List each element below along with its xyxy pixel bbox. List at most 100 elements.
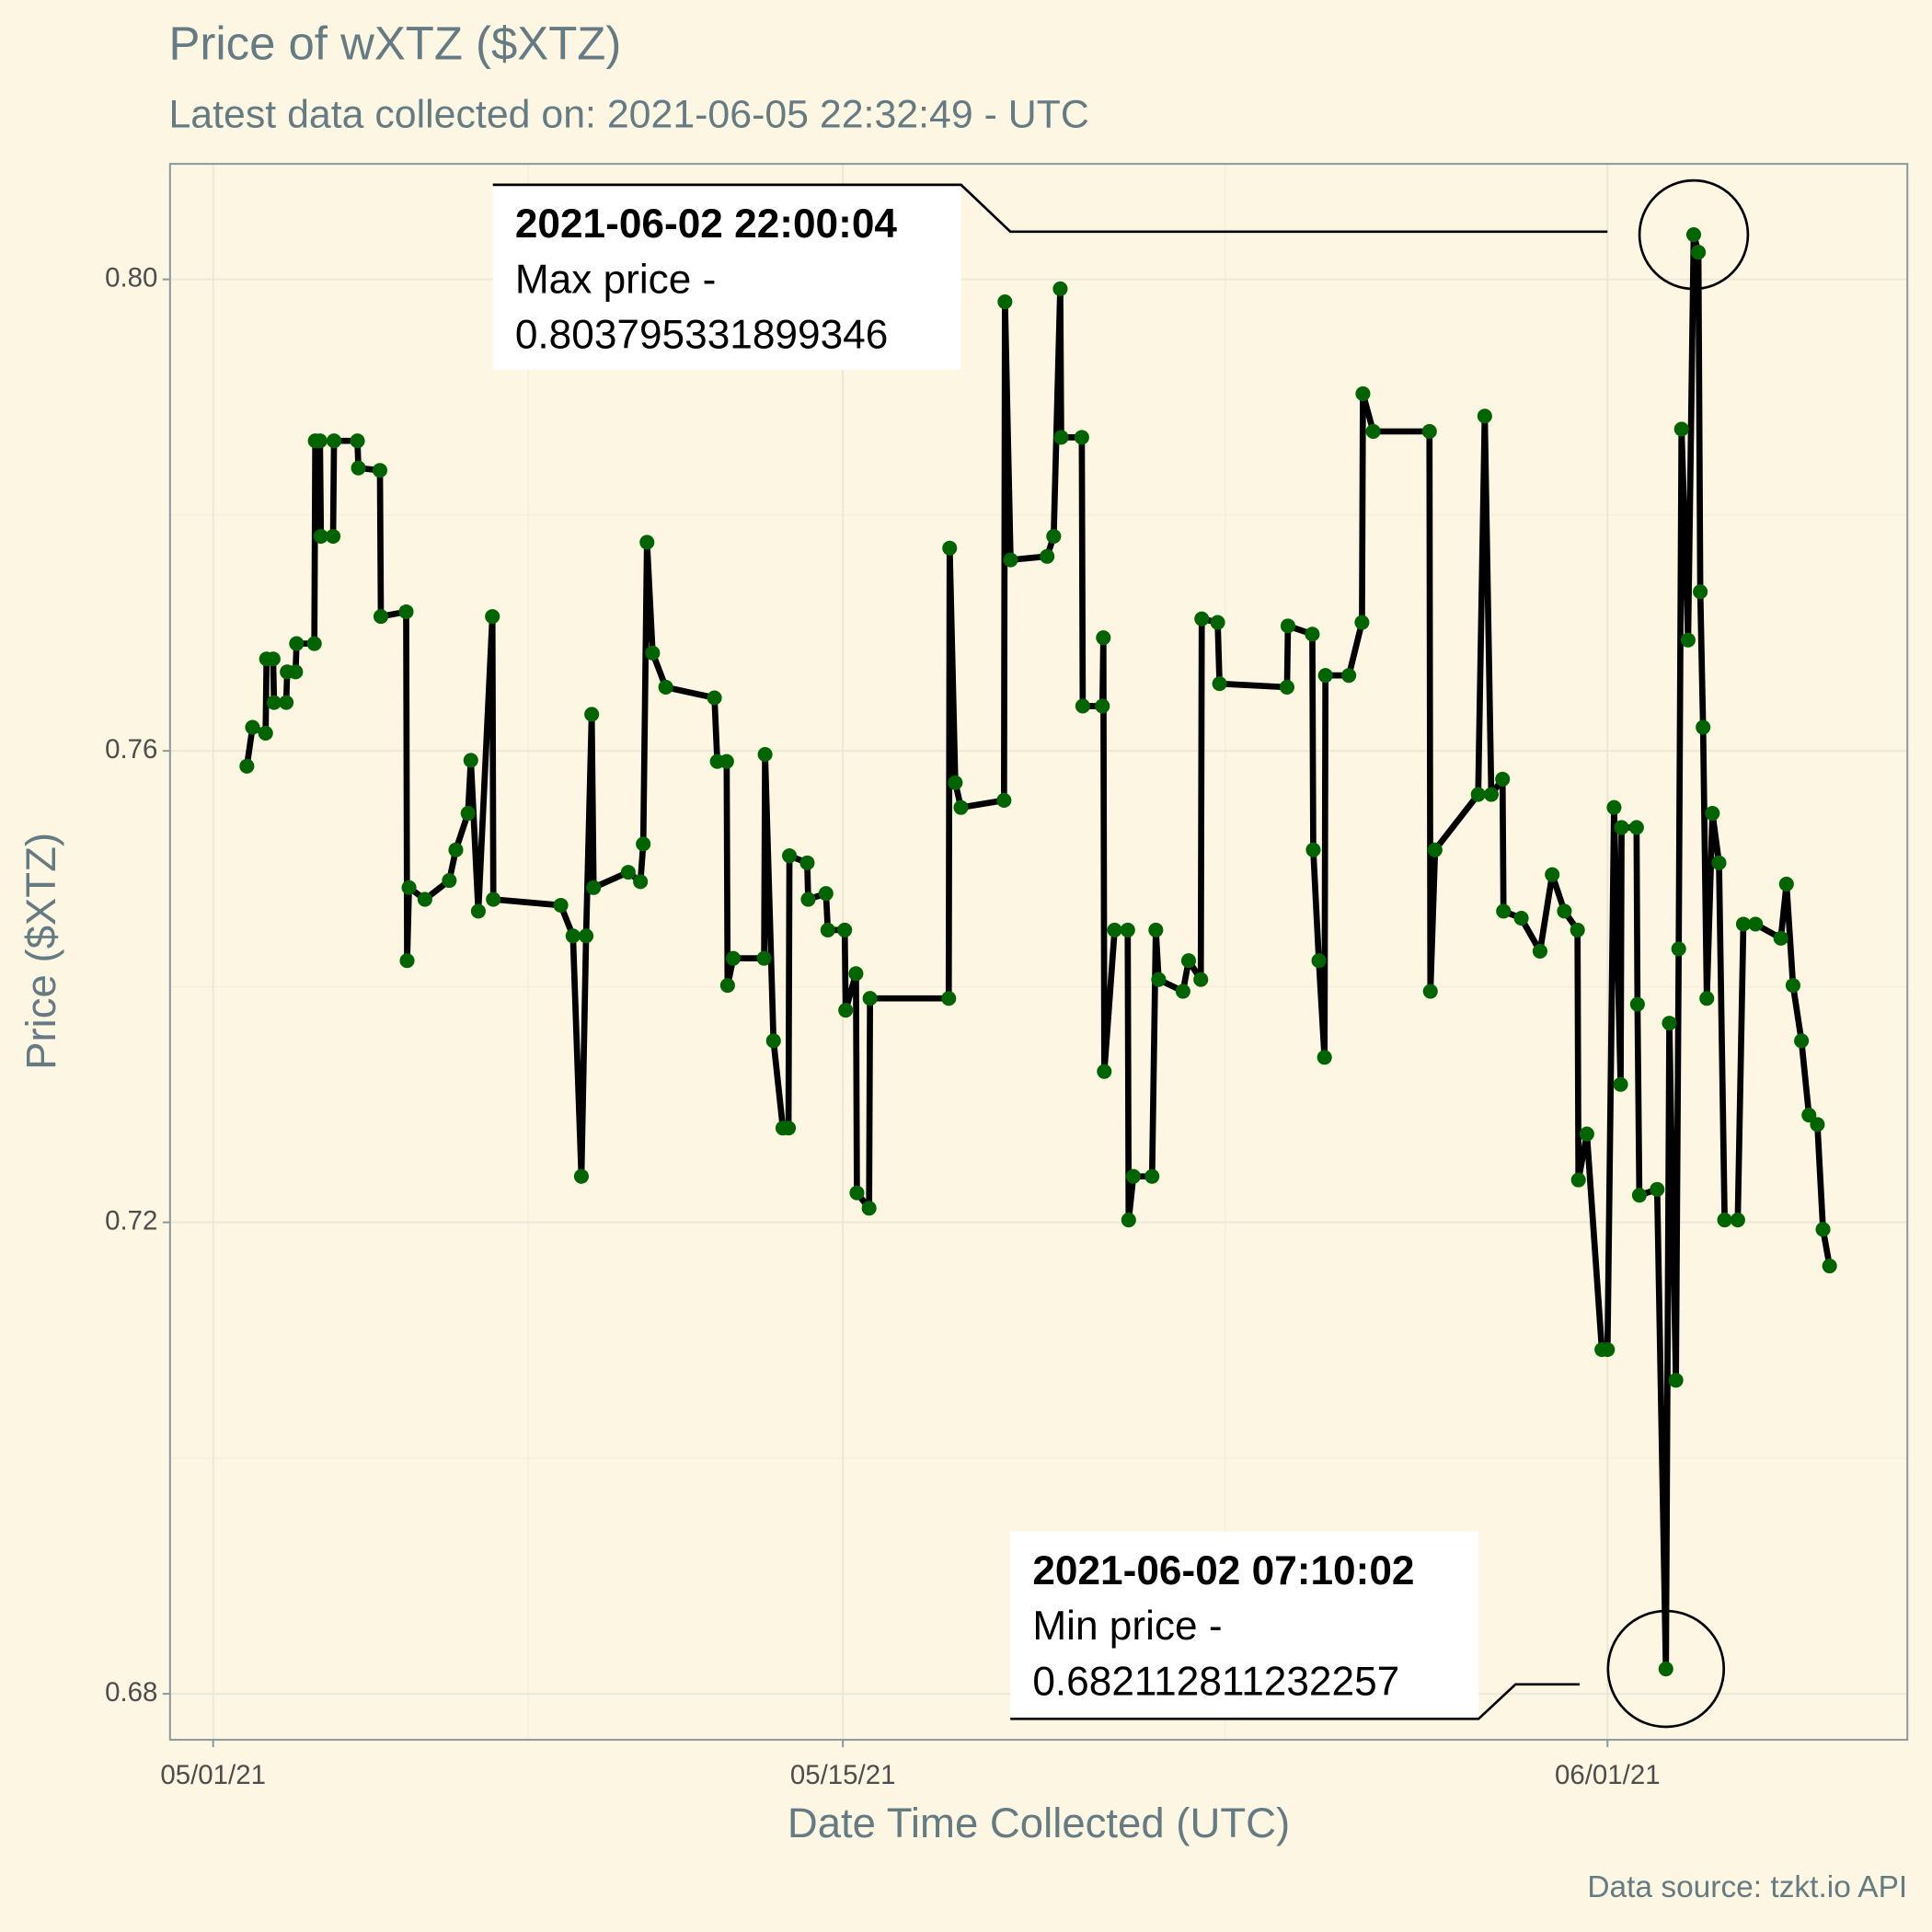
price-point	[757, 746, 773, 763]
price-point	[1557, 903, 1572, 919]
price-point	[1579, 1126, 1594, 1142]
panel-border	[168, 163, 1909, 1742]
price-point	[707, 690, 722, 706]
annotation-time: 2021-06-02 07:10:02	[1032, 1548, 1414, 1593]
price-point	[1120, 922, 1135, 937]
price-point	[1148, 922, 1164, 937]
annotation-label: Max price -	[515, 257, 717, 302]
price-point	[586, 880, 602, 895]
price-point	[1730, 1213, 1745, 1228]
price-point	[1778, 876, 1794, 891]
price-point	[1095, 698, 1110, 714]
price-point	[245, 719, 260, 735]
price-point	[1600, 1341, 1616, 1358]
price-point	[1699, 991, 1715, 1006]
price-point	[1801, 1108, 1817, 1123]
price-point	[485, 609, 500, 625]
price-point	[289, 636, 305, 651]
price-point	[326, 528, 341, 545]
price-point	[1735, 916, 1752, 932]
price-point	[239, 758, 255, 774]
price-point	[288, 664, 304, 680]
price-point	[1673, 421, 1689, 437]
price-point	[1107, 922, 1122, 937]
price-point	[1341, 668, 1357, 684]
price-point	[1794, 1033, 1810, 1049]
price-point	[1570, 922, 1585, 937]
price-point	[1631, 1188, 1647, 1203]
price-point	[1477, 408, 1492, 424]
price-point	[351, 460, 366, 476]
annotation-box	[492, 184, 961, 370]
price-point	[460, 806, 476, 822]
price-point	[470, 903, 486, 919]
chart-title: Price of wXTZ ($XTZ)	[168, 17, 621, 69]
price-point	[633, 874, 649, 890]
price-point	[756, 950, 772, 966]
price-point	[1053, 430, 1069, 445]
price-point	[1822, 1258, 1837, 1274]
price-point	[1317, 1050, 1332, 1065]
price-point	[1175, 983, 1190, 999]
price-point	[818, 886, 834, 902]
price-point	[1151, 972, 1167, 987]
y-tick-label: 0.76	[105, 734, 157, 765]
price-point	[1606, 799, 1622, 815]
price-point	[1305, 842, 1321, 857]
price-point	[849, 1185, 865, 1201]
caption: Data source: tzkt.io API	[1587, 1870, 1907, 1904]
price-point	[1193, 972, 1209, 987]
price-point	[719, 978, 735, 994]
price-point	[313, 528, 328, 545]
price-point	[1810, 1117, 1825, 1133]
annotation-leader	[492, 183, 1608, 234]
price-point	[327, 433, 342, 449]
price-point	[1210, 615, 1225, 630]
price-point	[996, 792, 1012, 809]
price-point	[1279, 679, 1294, 696]
price-point	[1650, 1181, 1665, 1197]
price-point	[799, 855, 815, 870]
price-point	[1483, 787, 1500, 802]
annotation-time: 2021-06-02 22:00:04	[515, 201, 898, 247]
price-point	[350, 433, 365, 449]
price-point	[1815, 1222, 1831, 1237]
price-point	[399, 953, 415, 969]
price-point	[1144, 1168, 1160, 1184]
price-point	[372, 463, 388, 478]
price-point	[398, 604, 414, 620]
price-point	[1317, 668, 1333, 684]
price-point	[781, 1121, 797, 1136]
price-point	[861, 1201, 877, 1216]
price-point	[1365, 423, 1381, 439]
plot-area	[239, 227, 1837, 1677]
price-point	[941, 991, 957, 1006]
price-point	[565, 928, 581, 944]
price-point	[1513, 911, 1529, 926]
price-point	[1545, 867, 1560, 882]
y-tick-label: 0.68	[105, 1677, 157, 1708]
price-point	[279, 695, 294, 710]
price-point	[1096, 630, 1111, 646]
price-point	[725, 950, 742, 966]
price-point	[1421, 423, 1437, 439]
price-point	[312, 433, 328, 449]
price-point	[442, 873, 457, 889]
y-axis-title: Price ($XTZ)	[17, 833, 64, 1070]
price-point	[1121, 1213, 1136, 1228]
price-point	[1691, 245, 1707, 260]
annotation-value: 0.682112811232257	[1032, 1659, 1399, 1704]
price-point	[620, 865, 636, 880]
x-tick-label: 06/01/21	[1555, 1760, 1661, 1790]
price-point	[1613, 1076, 1628, 1092]
price-point	[463, 753, 478, 768]
price-point	[1075, 698, 1090, 714]
price-point	[1711, 855, 1727, 870]
price-point	[1194, 611, 1210, 627]
price-point	[800, 891, 816, 907]
price-point	[1696, 719, 1711, 735]
chart-subtitle: Latest data collected on: 2021-06-05 22:…	[168, 93, 1088, 137]
price-point	[1180, 953, 1197, 969]
price-point	[1355, 385, 1371, 401]
